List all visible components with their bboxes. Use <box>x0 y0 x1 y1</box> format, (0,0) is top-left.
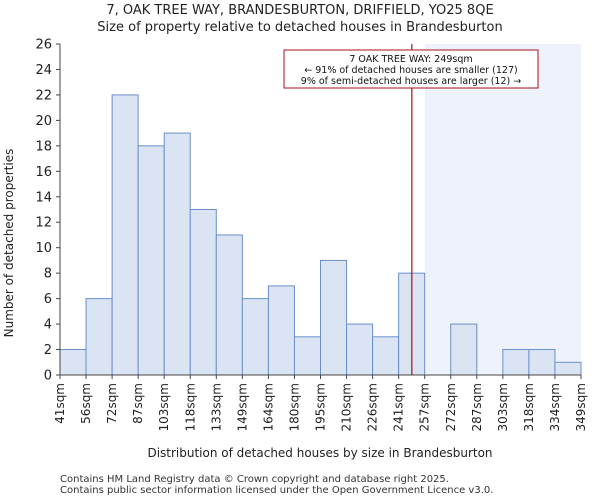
bar <box>59 349 87 376</box>
y-tick-label: 10 <box>35 241 52 256</box>
bar <box>293 336 322 376</box>
x-tick-label: 349sqm <box>574 383 588 431</box>
bar <box>215 234 243 376</box>
chart-subtitle: Size of property relative to detached ho… <box>97 20 503 35</box>
x-tick-label: 241sqm <box>392 383 406 431</box>
x-tick-label: 56sqm <box>79 383 93 424</box>
x-tick-label: 133sqm <box>209 383 223 431</box>
bar <box>346 323 374 376</box>
annotation-box <box>283 49 539 89</box>
x-tick-label: 41sqm <box>53 383 67 424</box>
y-tick-label: 12 <box>35 216 52 231</box>
y-tick-label: 20 <box>35 114 52 129</box>
y-tick-label: 6 <box>44 292 52 307</box>
x-tick-label: 287sqm <box>470 383 484 431</box>
annotation-line-1: 7 OAK TREE WAY: 249sqm <box>349 54 472 65</box>
bar <box>163 132 191 376</box>
y-tick-label: 0 <box>44 369 52 384</box>
y-tick-label: 4 <box>44 318 52 333</box>
y-axis-label: Number of detached properties <box>2 149 16 338</box>
y-tick-label: 26 <box>35 38 52 53</box>
y-tick-label: 8 <box>44 267 52 282</box>
x-tick-label: 318sqm <box>522 383 536 431</box>
x-tick-label: 303sqm <box>496 383 510 431</box>
x-tick-label: 195sqm <box>314 383 328 431</box>
bar <box>85 298 113 376</box>
bar <box>111 94 139 376</box>
x-tick-label: 72sqm <box>105 383 119 424</box>
x-tick-label: 118sqm <box>183 383 197 431</box>
y-tick-label: 14 <box>35 190 52 205</box>
y-tick-label: 2 <box>44 343 52 358</box>
bar <box>528 349 556 376</box>
bar <box>372 336 400 376</box>
highlight-region <box>424 44 581 375</box>
bar <box>241 298 269 376</box>
x-tick-label: 180sqm <box>287 383 301 431</box>
footer-line-1: Contains HM Land Registry data © Crown c… <box>60 474 449 485</box>
x-tick-label: 257sqm <box>418 383 432 431</box>
y-tick-label: 24 <box>35 63 52 78</box>
x-tick-label: 87sqm <box>131 383 145 424</box>
x-tick-label: 164sqm <box>261 383 275 431</box>
x-tick-label: 103sqm <box>157 383 171 431</box>
chart-title: 7, OAK TREE WAY, BRANDESBURTON, DRIFFIEL… <box>106 3 494 18</box>
bar <box>137 145 165 376</box>
x-tick-label: 226sqm <box>366 383 380 431</box>
y-tick-label: 22 <box>35 88 52 103</box>
bar <box>450 323 478 376</box>
bar <box>267 285 295 376</box>
x-axis-label: Distribution of detached houses by size … <box>147 446 492 460</box>
bar <box>320 259 348 376</box>
annotation-line-2: ← 91% of detached houses are smaller (12… <box>304 65 517 76</box>
x-tick-label: 334sqm <box>548 383 562 431</box>
x-tick-label: 272sqm <box>444 383 458 431</box>
bar <box>189 209 217 376</box>
x-tick-label: 149sqm <box>235 383 249 431</box>
annotation-line-3: 9% of semi-detached houses are larger (1… <box>301 76 521 87</box>
y-tick-label: 16 <box>35 165 52 180</box>
bar <box>502 349 530 376</box>
x-tick-label: 210sqm <box>340 383 354 431</box>
bar <box>554 361 582 376</box>
footer-line-2: Contains public sector information licen… <box>60 485 494 496</box>
y-tick-label: 18 <box>35 139 52 154</box>
